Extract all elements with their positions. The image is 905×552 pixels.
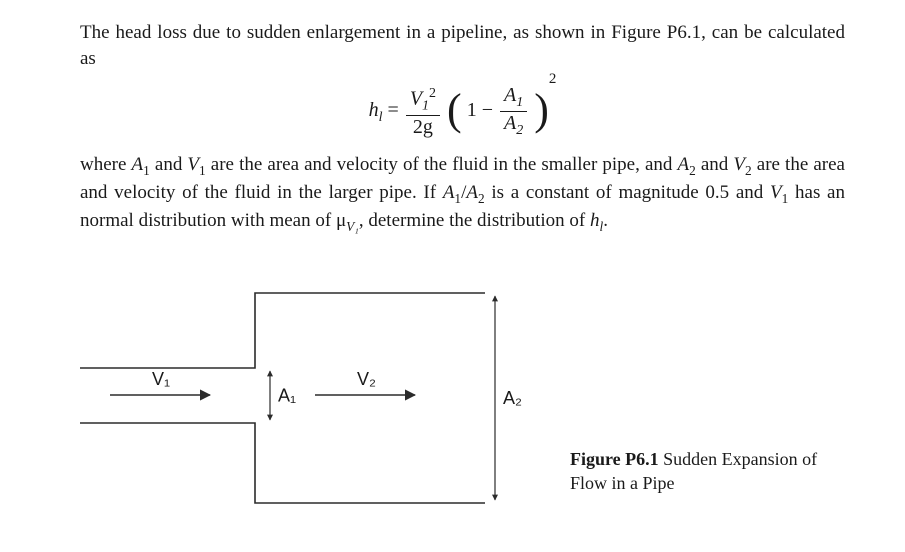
- svg-text:A₁: A₁: [278, 386, 296, 406]
- left-paren-icon: (: [447, 88, 462, 132]
- paragraph-1: The head loss due to sudden enlargement …: [80, 20, 845, 71]
- right-paren-icon: ): [534, 88, 549, 132]
- figure-p6-1: V₁ V₂ A₁ A₂ Figure P6.1 Sudden Expansion of…: [80, 253, 845, 533]
- svg-text:A₂: A₂: [503, 388, 522, 408]
- frac-a1-over-a2: A1 A2: [500, 85, 527, 138]
- sym-equals: =: [388, 99, 404, 121]
- pipe-diagram: V₁ V₂ A₁ A₂: [80, 253, 550, 523]
- frac-v1sq-over-2g: V12 2g: [406, 87, 440, 137]
- outer-exponent: 2: [549, 71, 557, 87]
- figure-caption: Figure P6.1 Sudden Expansion of Flow in …: [570, 448, 840, 495]
- equation-headloss: hl = V12 2g ( 1 − A1 A2 ) 2: [80, 85, 845, 138]
- figure-ref: P6.1: [667, 22, 701, 43]
- svg-text:V₁: V₁: [152, 369, 170, 389]
- paren-group: ( 1 − A1 A2 ): [447, 85, 549, 138]
- paragraph-2: where A1 and V1 are the area and velocit…: [80, 152, 845, 235]
- para1-text-a: The head loss due to sudden enlargement …: [80, 22, 667, 43]
- sym-hl: hl: [369, 99, 383, 121]
- caption-label: Figure P6.1: [570, 449, 659, 469]
- svg-text:V₂: V₂: [357, 369, 376, 389]
